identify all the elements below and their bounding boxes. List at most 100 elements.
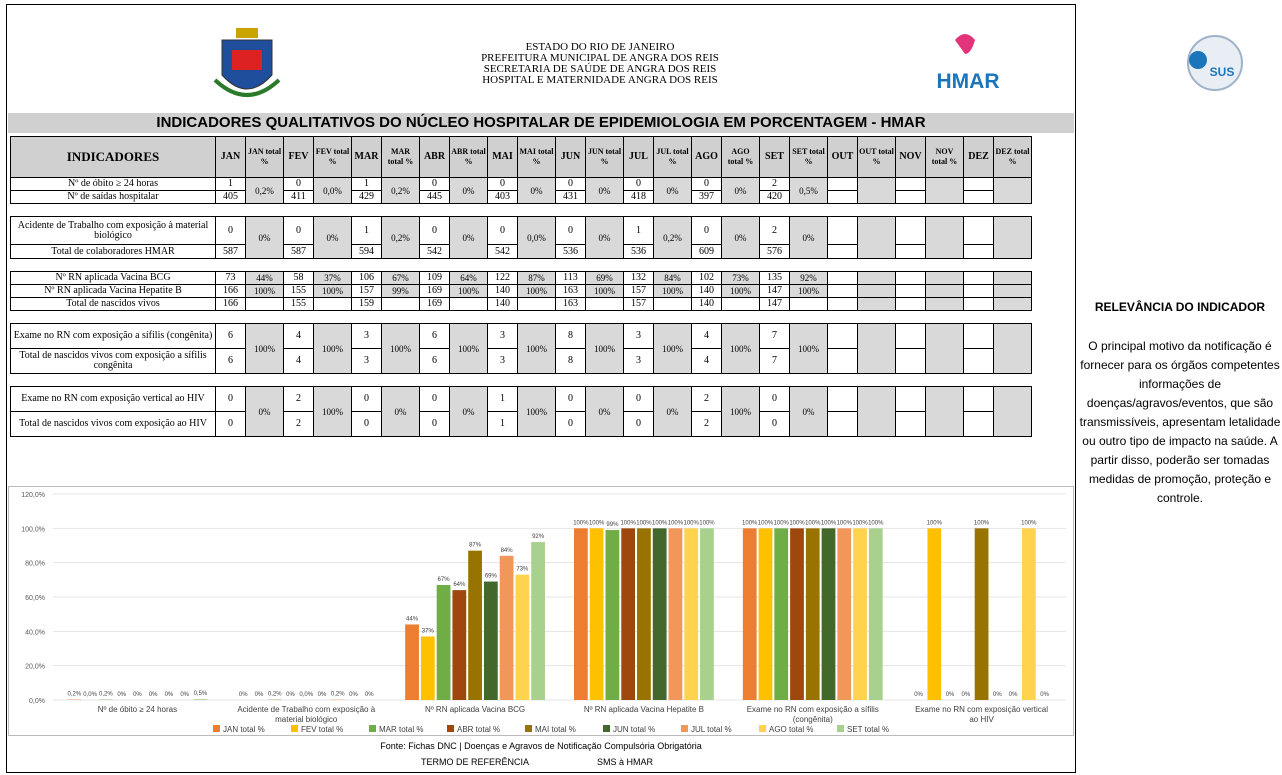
header-line: ESTADO DO RIO DE JANEIRO: [525, 41, 675, 53]
legend-swatch: [213, 725, 220, 732]
value-cell: 157: [351, 284, 382, 298]
pct-cell: 44%: [245, 271, 284, 285]
value-cell: 0: [419, 177, 450, 191]
value-label: 100%: [789, 520, 805, 526]
empty-cell: [857, 386, 896, 437]
empty-cell: [925, 323, 964, 374]
data-row: Nº RN aplicada Vacina Hepatite B 166 100% 1…: [10, 284, 1032, 298]
data-row: Nº de óbito ≥ 24 horas 1 0,2% 0 0,0% 1 0,2% 0 0%…: [10, 177, 1032, 204]
chart: 0,0% 20,0% 40,0% 60,0% 80,0% 100,0% 120,0% Nº d…: [8, 486, 1074, 736]
empty-cell: [895, 386, 926, 412]
empty-cell: [245, 297, 284, 311]
pct-cell: 0,2%: [381, 216, 420, 259]
value-label: 100%: [684, 520, 700, 526]
row-label: Total de nascidos vivos com exposição ao…: [10, 411, 216, 437]
empty-cell: [925, 177, 964, 204]
empty-cell: [993, 177, 1032, 204]
value-label: 0,2%: [331, 692, 345, 698]
pct-cell: 100%: [245, 323, 284, 374]
legend-label: JUN total %: [613, 725, 655, 734]
value-cell: 4: [691, 348, 722, 374]
value-cell: 536: [623, 244, 654, 259]
empty-cell: [827, 271, 858, 285]
bar: [974, 528, 989, 700]
header-cell: AGO total %: [721, 136, 760, 178]
data-row: Exame no RN com exposição a sífilis (con…: [10, 323, 1032, 374]
value-label: 100%: [620, 520, 636, 526]
pct-cell: 0%: [653, 386, 692, 437]
spacer: [11, 259, 1032, 272]
value-cell: 73: [215, 271, 246, 285]
value-label: 0%: [961, 692, 970, 698]
pct-cell: 100%: [585, 284, 624, 298]
empty-cell: [653, 297, 692, 311]
y-tick-label: 0,0%: [29, 698, 45, 705]
value-cell: 587: [215, 244, 246, 259]
legend-label: MAI total %: [535, 725, 576, 734]
value-cell: 2: [759, 177, 790, 191]
side-panel: RELEVÂNCIA DO INDICADOR O principal moti…: [1078, 298, 1282, 508]
value-cell: 6: [419, 348, 450, 374]
value-label: 0,2%: [68, 692, 82, 698]
header-cell: FEV: [283, 136, 314, 178]
empty-cell: [585, 297, 624, 311]
spacer: [11, 204, 1032, 217]
empty-cell: [827, 244, 858, 259]
value-cell: 4: [691, 323, 722, 349]
x-tick-label: Acidente de Trabalho com exposição à mate…: [237, 705, 375, 724]
value-cell: 7: [759, 348, 790, 374]
empty-cell: [827, 190, 858, 204]
value-cell: 3: [351, 323, 382, 349]
value-label: 100%: [927, 520, 943, 526]
data-row: Acidente de Trabalho com exposição à mat…: [10, 216, 1032, 259]
hmar-logo: HMAR: [937, 34, 1000, 93]
value-label: 67%: [438, 577, 451, 583]
footer-source: Fonte: Fichas DNC | Doenças e Agravos de…: [380, 741, 702, 751]
value-label: 0%: [946, 692, 955, 698]
empty-cell: [993, 386, 1032, 437]
pct-cell: 0%: [517, 177, 556, 204]
sus-text: SUS: [1210, 65, 1235, 79]
value-cell: 2: [691, 411, 722, 437]
data-row: Total de nascidos vivos 166 155 159 169 140 16…: [10, 297, 1032, 311]
value-cell: 1: [487, 386, 518, 412]
legend-swatch: [525, 725, 532, 732]
header-cell: JUN: [555, 136, 586, 178]
empty-cell: [895, 348, 926, 374]
pct-cell: 0,0%: [517, 216, 556, 259]
value-cell: 0: [555, 411, 586, 437]
value-cell: 169: [419, 284, 450, 298]
empty-cell: [963, 386, 994, 412]
empty-cell: [789, 297, 828, 311]
value-cell: 135: [759, 271, 790, 285]
empty-cell: [895, 190, 926, 204]
value-cell: 397: [691, 190, 722, 204]
value-cell: 140: [487, 284, 518, 298]
hmar-text: HMAR: [937, 70, 1000, 93]
header-cell: INDICADORES: [10, 136, 216, 178]
value-label: 69%: [485, 574, 498, 580]
empty-cell: [857, 284, 896, 298]
crest-logo: [213, 28, 281, 97]
row-label: Total de nascidos vivos: [10, 297, 216, 311]
value-label: 100%: [821, 520, 837, 526]
indicator-table: INDICADORES JAN JAN total % FEV FEV total % M…: [10, 136, 1032, 437]
empty-cell: [827, 323, 858, 349]
empty-cell: [827, 284, 858, 298]
value-cell: 2: [759, 216, 790, 245]
value-cell: 0: [419, 411, 450, 437]
header-row: INDICADORES JAN JAN total % FEV FEV total % M…: [10, 136, 1032, 178]
value-cell: 445: [419, 190, 450, 204]
pct-cell: 0%: [721, 216, 760, 259]
empty-cell: [925, 297, 964, 311]
bar: [621, 528, 636, 700]
pct-cell: 87%: [517, 271, 556, 285]
legend-label: SET total %: [847, 725, 889, 734]
value-cell: 8: [555, 348, 586, 374]
empty-cell: [381, 297, 420, 311]
x-tick-label: Nº RN aplicada Vacina Hepatite B: [584, 705, 704, 714]
value-cell: 3: [623, 323, 654, 349]
empty-cell: [963, 411, 994, 437]
bar: [805, 528, 820, 700]
header-cell: JUN total %: [585, 136, 624, 178]
